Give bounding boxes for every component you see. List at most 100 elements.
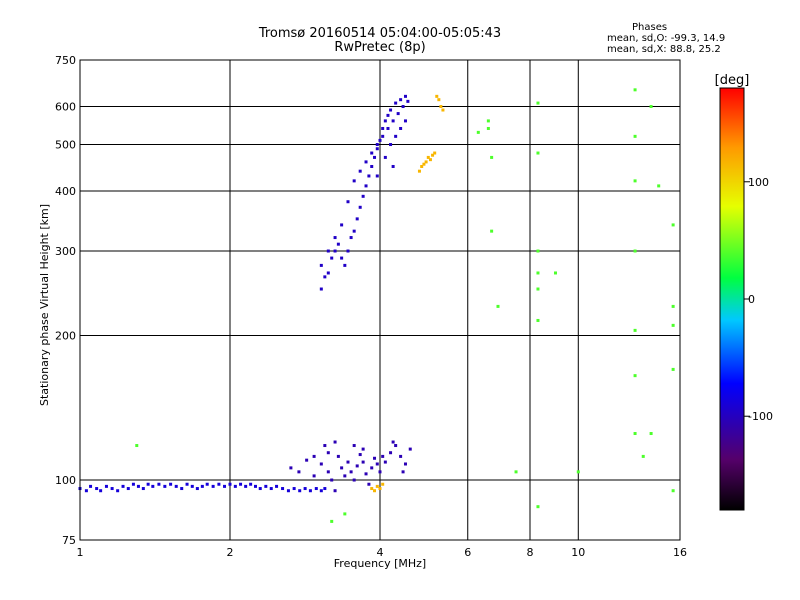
y-tick-label: 100 bbox=[55, 474, 76, 487]
data-point bbox=[312, 474, 316, 478]
data-point bbox=[381, 482, 385, 486]
data-point bbox=[352, 229, 356, 233]
data-point bbox=[244, 484, 248, 488]
data-point bbox=[269, 487, 273, 491]
data-point bbox=[200, 484, 204, 488]
data-point bbox=[292, 487, 296, 491]
data-point bbox=[330, 256, 334, 260]
data-point bbox=[381, 454, 385, 458]
phase-box-line2: mean, sd,X: 88.8, 25.2 bbox=[607, 44, 721, 55]
data-point bbox=[169, 482, 173, 486]
data-point bbox=[84, 489, 88, 493]
data-point bbox=[323, 444, 327, 448]
y-tick-label: 400 bbox=[55, 185, 76, 198]
data-point bbox=[323, 275, 327, 279]
data-point bbox=[217, 482, 221, 486]
data-point bbox=[536, 318, 540, 322]
data-point bbox=[163, 484, 167, 488]
y-tick-label: 600 bbox=[55, 101, 76, 114]
data-point bbox=[364, 472, 368, 476]
data-point bbox=[233, 484, 237, 488]
data-point bbox=[383, 119, 387, 123]
data-point bbox=[121, 484, 125, 488]
data-point bbox=[514, 470, 518, 474]
data-point bbox=[336, 242, 340, 246]
data-point bbox=[383, 460, 387, 464]
data-point bbox=[361, 460, 365, 464]
axis-ticks: 1 2 4 6 8 10 16 75 100 200 300 400 500 600 750 bbox=[55, 54, 687, 559]
data-point bbox=[633, 328, 637, 332]
data-point bbox=[319, 462, 323, 466]
data-point bbox=[157, 482, 161, 486]
colorbar-ticks: 100 0 -100 bbox=[744, 176, 773, 423]
data-point bbox=[420, 164, 424, 168]
data-point bbox=[205, 482, 209, 486]
data-point bbox=[403, 462, 407, 466]
x-axis-label: Frequency [MHz] bbox=[334, 557, 426, 570]
data-point bbox=[352, 444, 356, 448]
data-point bbox=[373, 489, 377, 493]
x-tick-label: 10 bbox=[571, 546, 585, 559]
data-point bbox=[406, 99, 410, 103]
data-point bbox=[496, 304, 500, 308]
data-point bbox=[422, 162, 426, 166]
data-point bbox=[289, 466, 293, 470]
data-point bbox=[330, 519, 334, 523]
data-point bbox=[428, 158, 432, 162]
data-point bbox=[308, 489, 312, 493]
data-point bbox=[319, 287, 323, 291]
data-point bbox=[116, 489, 120, 493]
data-point bbox=[389, 108, 393, 112]
colorbar-label: [deg] bbox=[715, 73, 750, 88]
data-point bbox=[367, 174, 371, 178]
data-point bbox=[399, 126, 403, 130]
y-tick-label: 75 bbox=[62, 534, 76, 547]
data-point bbox=[361, 194, 365, 198]
chart-title-line2: RwPretec (8p) bbox=[334, 40, 426, 55]
colorbar-tick-label: 100 bbox=[748, 176, 769, 189]
colorbar bbox=[719, 87, 745, 511]
data-point bbox=[126, 487, 130, 491]
data-point bbox=[319, 263, 323, 267]
data-point bbox=[330, 478, 334, 482]
data-point bbox=[352, 179, 356, 183]
data-point bbox=[396, 112, 400, 116]
data-point bbox=[326, 470, 330, 474]
data-point bbox=[375, 174, 379, 178]
data-point bbox=[378, 487, 382, 491]
data-point bbox=[671, 489, 675, 493]
data-point bbox=[401, 105, 405, 109]
data-point bbox=[367, 482, 371, 486]
y-tick-label: 750 bbox=[55, 54, 76, 67]
x-tick-label: 6 bbox=[464, 546, 471, 559]
data-point bbox=[553, 271, 557, 275]
data-point bbox=[671, 223, 675, 227]
data-point bbox=[417, 169, 421, 173]
data-point bbox=[253, 484, 257, 488]
data-point bbox=[389, 143, 393, 147]
data-point bbox=[386, 113, 390, 117]
data-point bbox=[343, 474, 347, 478]
data-point bbox=[426, 155, 430, 159]
data-point bbox=[355, 217, 359, 221]
data-point bbox=[336, 454, 340, 458]
phase-box-line1: mean, sd,O: -99.3, 14.9 bbox=[607, 33, 726, 44]
data-point bbox=[358, 205, 362, 209]
data-point bbox=[536, 249, 540, 253]
data-point bbox=[490, 155, 494, 159]
data-point bbox=[364, 160, 368, 164]
data-point bbox=[361, 447, 365, 451]
colorbar-tick-label: 0 bbox=[748, 293, 755, 306]
data-point bbox=[286, 489, 290, 493]
data-point bbox=[671, 367, 675, 371]
data-point bbox=[326, 271, 330, 275]
y-tick-label: 300 bbox=[55, 245, 76, 258]
data-point bbox=[671, 304, 675, 308]
y-axis-label: Stationary phase Virtual Height [km] bbox=[38, 204, 51, 406]
data-point bbox=[312, 454, 316, 458]
data-point bbox=[180, 487, 184, 491]
data-point bbox=[401, 470, 405, 474]
data-points bbox=[78, 88, 675, 523]
data-point bbox=[633, 374, 637, 378]
